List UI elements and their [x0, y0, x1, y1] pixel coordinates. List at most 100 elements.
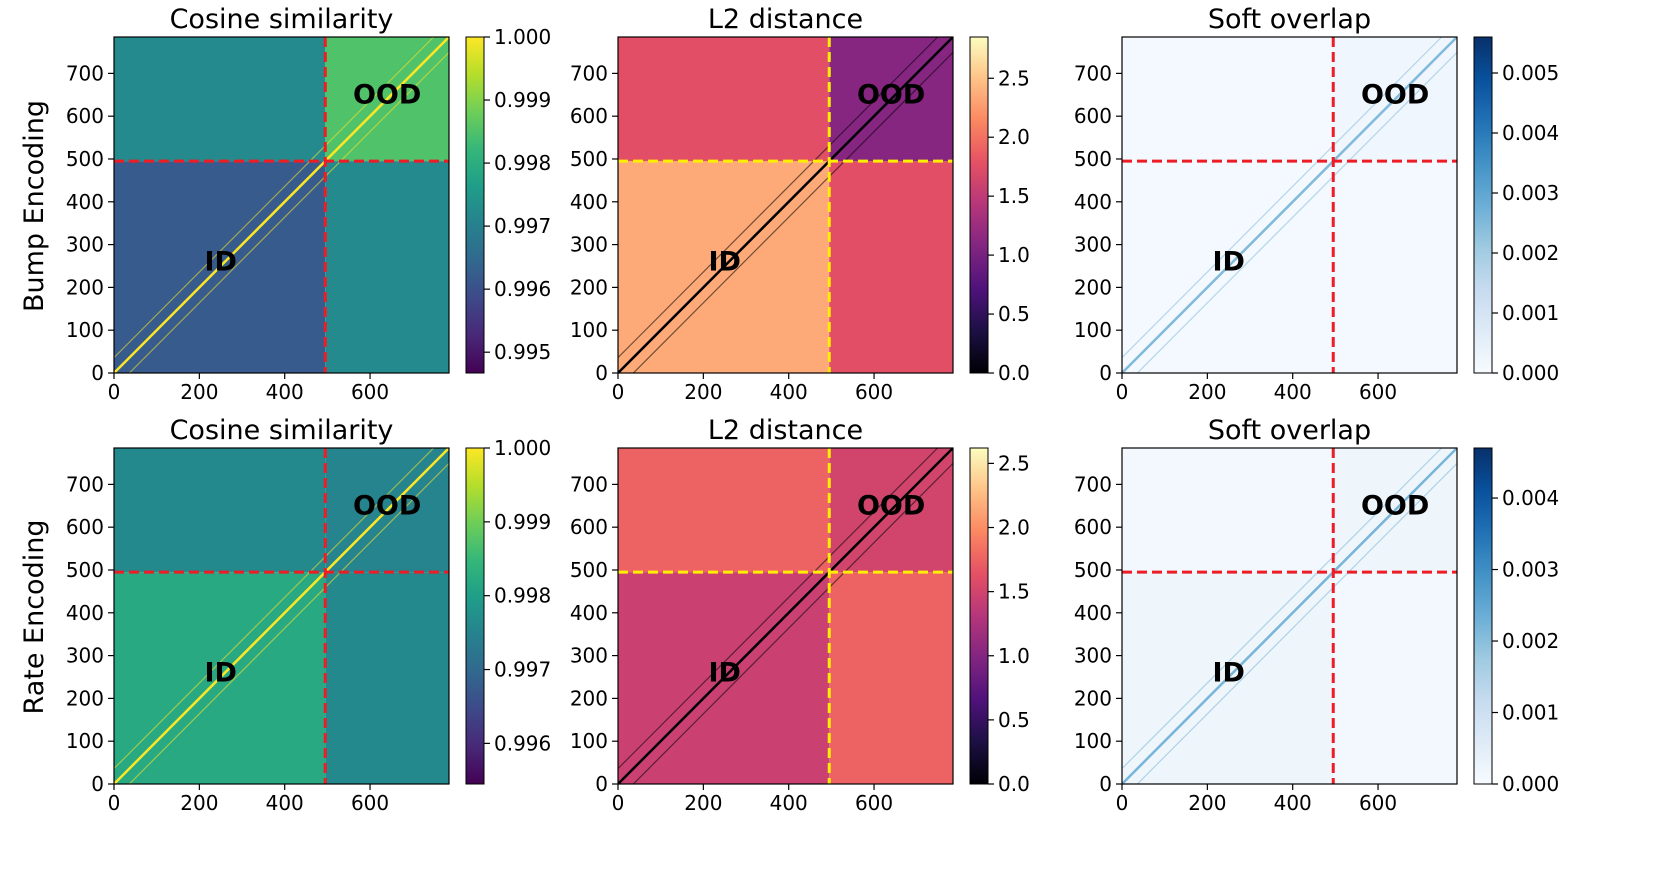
x-tick-label: 400 — [1274, 791, 1312, 815]
x-tick-label: 600 — [855, 791, 893, 815]
colorbar-tick-label: 0.996 — [494, 731, 551, 755]
y-tick-label: 400 — [1074, 190, 1112, 214]
colorbar-tick-label: 0.002 — [1502, 241, 1559, 265]
colorbar — [1473, 447, 1493, 785]
colorbar-tick-label: 0.999 — [494, 88, 551, 112]
x-tick-label: 400 — [770, 380, 808, 404]
heatmap-offdiagonal-stripe — [1136, 51, 1457, 373]
y-tick-label: 400 — [570, 601, 608, 625]
y-tick-label: 200 — [570, 275, 608, 299]
panel-title: L2 distance — [708, 4, 863, 35]
x-tick-label: 200 — [1188, 791, 1226, 815]
heatmap-offdiagonal-stripe — [618, 37, 939, 359]
panel-bump-cos: Cosine similarity ID OOD 0 200 400 600 0 100 200 3… — [66, 4, 551, 404]
heatmap-diagonal — [618, 448, 953, 784]
colorbar-tick-label: 0.998 — [494, 151, 551, 175]
heatmap-cells — [618, 448, 953, 784]
heatmap-cross-block-upper — [1122, 448, 1334, 573]
colorbar — [465, 447, 485, 785]
heatmap-cross-block-upper — [1122, 37, 1334, 162]
colorbar — [969, 36, 989, 374]
region-label-id: ID — [204, 246, 236, 277]
colorbar-tick-label: 0.5 — [998, 708, 1030, 732]
colorbar-tick-label: 0.001 — [1502, 701, 1559, 725]
y-tick-label: 700 — [66, 472, 104, 496]
y-tick-label: 0 — [595, 361, 608, 385]
heatmap-cells — [1122, 37, 1457, 373]
region-label-id: ID — [708, 246, 740, 277]
panel-title: L2 distance — [708, 415, 863, 446]
y-tick-label: 700 — [570, 472, 608, 496]
axes-frame — [113, 36, 450, 374]
heatmap-diagonal — [618, 37, 953, 373]
heatmap-offdiagonal-stripe — [128, 51, 449, 373]
x-tick-label: 0 — [1116, 380, 1129, 404]
panel-rate-l2: L2 distance ID OOD 0 200 400 600 0 100 200 300 400 5… — [570, 415, 1030, 815]
x-tick-label: 0 — [612, 791, 625, 815]
colorbar — [465, 36, 485, 374]
y-tick-label: 300 — [570, 644, 608, 668]
colorbar-tick-label: 2.5 — [998, 451, 1030, 475]
row-label-bump: Bump Encoding — [19, 100, 50, 312]
axes-frame — [1121, 447, 1458, 785]
y-tick-label: 300 — [66, 233, 104, 257]
y-tick-label: 400 — [570, 190, 608, 214]
colorbar-tick-label: 0.000 — [1502, 772, 1559, 796]
y-tick-label: 300 — [570, 233, 608, 257]
panel-title: Cosine similarity — [170, 415, 394, 446]
colorbar-tick-label: 1.5 — [998, 580, 1030, 604]
heatmap-diagonal — [1122, 448, 1457, 784]
region-label-ood: OOD — [1361, 490, 1429, 521]
heatmap-diagonal — [114, 448, 449, 784]
y-tick-label: 500 — [570, 558, 608, 582]
heatmap-cells — [1122, 448, 1457, 784]
heatmap-cross-block-lower — [325, 572, 449, 784]
x-tick-label: 400 — [266, 791, 304, 815]
heatmap-cross-block-lower — [829, 161, 953, 373]
x-tick-label: 400 — [266, 380, 304, 404]
y-tick-label: 100 — [570, 318, 608, 342]
y-tick-label: 0 — [595, 772, 608, 796]
x-tick-label: 200 — [1188, 380, 1226, 404]
colorbar-tick-label: 2.5 — [998, 66, 1030, 90]
y-tick-label: 700 — [1074, 61, 1112, 85]
y-tick-label: 0 — [91, 772, 104, 796]
y-tick-label: 100 — [1074, 318, 1112, 342]
colorbar-tick-label: 0.003 — [1502, 181, 1559, 205]
heatmap-offdiagonal-stripe — [114, 448, 435, 770]
colorbar — [1473, 36, 1493, 374]
y-tick-label: 500 — [66, 147, 104, 171]
y-tick-label: 200 — [570, 686, 608, 710]
colorbar-tick-label: 0.0 — [998, 772, 1030, 796]
heatmap-cross-block-upper — [618, 448, 830, 573]
heatmap-offdiagonal-stripe — [114, 37, 435, 359]
panel-title: Soft overlap — [1208, 4, 1371, 35]
colorbar-tick-label: 0.004 — [1502, 486, 1559, 510]
heatmap-cells — [114, 448, 449, 784]
colorbar-tick-label: 1.0 — [998, 243, 1030, 267]
y-tick-label: 500 — [570, 147, 608, 171]
panel-rate-soft: Soft overlap ID OOD 0 200 400 600 0 100 200 300 400… — [1074, 415, 1559, 815]
y-tick-label: 100 — [1074, 729, 1112, 753]
axes-frame — [617, 36, 954, 374]
region-label-ood: OOD — [857, 79, 925, 110]
colorbar-tick-label: 2.0 — [998, 516, 1030, 540]
x-tick-label: 200 — [180, 380, 218, 404]
y-tick-label: 600 — [570, 515, 608, 539]
colorbar-tick-label: 1.5 — [998, 184, 1030, 208]
axes-frame — [617, 447, 954, 785]
heatmap-offdiagonal-stripe — [1122, 448, 1443, 770]
colorbar-tick-label: 0.999 — [494, 510, 551, 534]
heatmap-offdiagonal-stripe — [1122, 37, 1443, 359]
row-label-rate: Rate Encoding — [19, 520, 50, 715]
colorbar-tick-label: 0.003 — [1502, 558, 1559, 582]
panel-title: Soft overlap — [1208, 415, 1371, 446]
colorbar-tick-label: 0.998 — [494, 584, 551, 608]
colorbar-tick-label: 0.997 — [494, 658, 551, 682]
region-label-ood: OOD — [353, 79, 421, 110]
y-tick-label: 300 — [1074, 644, 1112, 668]
x-tick-label: 0 — [108, 791, 121, 815]
region-label-id: ID — [204, 657, 236, 688]
x-tick-label: 200 — [180, 791, 218, 815]
heatmap-cross-block-upper — [114, 448, 326, 573]
